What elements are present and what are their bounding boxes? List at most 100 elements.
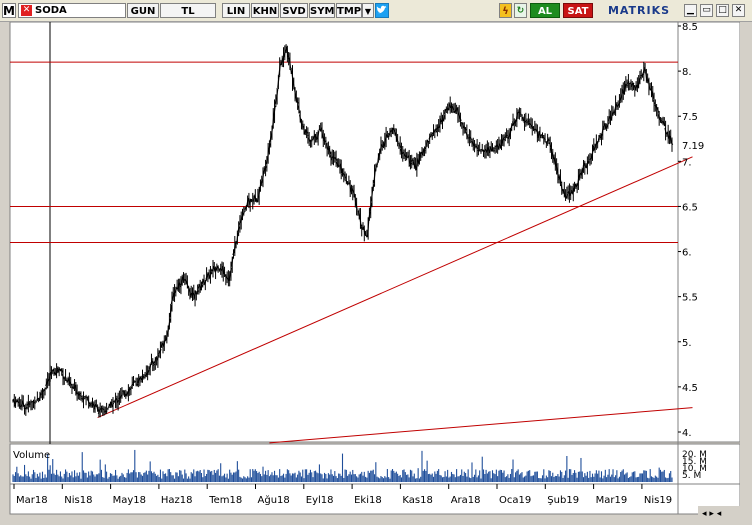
- candle-body: [453, 111, 454, 112]
- matriks-logo-icon: M: [2, 3, 16, 18]
- candle-body: [478, 150, 479, 151]
- y-tick-label: 5.5: [682, 293, 698, 304]
- sell-button[interactable]: SAT: [563, 3, 593, 18]
- candle-body: [544, 140, 545, 141]
- volume-tick-label: 5. M: [682, 471, 701, 481]
- y-tick-label: 4.5: [682, 383, 698, 394]
- candle-body: [528, 121, 529, 122]
- candle-body: [365, 235, 366, 236]
- candle-body: [319, 129, 320, 130]
- candle-body: [506, 135, 507, 136]
- candle-body: [559, 178, 560, 179]
- candle-body: [398, 143, 399, 144]
- svd-button[interactable]: SVD: [280, 3, 308, 18]
- candle-body: [96, 405, 97, 406]
- candle-body: [310, 141, 311, 142]
- sym-button[interactable]: SYM: [309, 3, 335, 18]
- x-tick-label: Ağu18: [258, 494, 290, 506]
- matriks-brand: MATRIKS: [600, 3, 678, 18]
- candle-body: [589, 159, 590, 160]
- linear-scale-button[interactable]: LIN: [222, 3, 250, 18]
- volume-label: Volume: [13, 450, 50, 461]
- candle-body: [242, 216, 243, 217]
- candle-body: [156, 358, 157, 359]
- candle-body: [252, 201, 253, 202]
- candle-body: [188, 287, 189, 288]
- candle-body: [35, 401, 36, 402]
- y-tick-label: 7.5: [682, 112, 698, 123]
- candle-body: [114, 401, 115, 402]
- x-tick-label: Mar18: [16, 495, 48, 506]
- x-tick-label: Haz18: [161, 495, 193, 506]
- candle-body: [29, 404, 30, 405]
- y-tick-label: 6.5: [682, 202, 698, 213]
- candle-body: [123, 391, 124, 392]
- candle-body: [430, 134, 431, 135]
- buy-button[interactable]: AL: [530, 3, 560, 18]
- candle-body: [27, 408, 28, 409]
- x-tick-label: Eyl18: [306, 495, 334, 506]
- candle-body: [311, 141, 312, 142]
- candle-body: [33, 401, 34, 402]
- candle-body: [600, 135, 601, 136]
- symbol-input[interactable]: ✕ SODA: [18, 3, 126, 18]
- candle-body: [633, 83, 634, 84]
- candle-body: [480, 151, 481, 152]
- period-button[interactable]: GUN: [127, 3, 159, 18]
- clear-icon[interactable]: ✕: [21, 5, 32, 16]
- toolbar: M ✕ SODA GUN TL LIN KHN SVD SYM TMP ▼ ϟ …: [0, 0, 752, 22]
- candle-body: [535, 129, 536, 130]
- x-tick-label: Şub19: [547, 495, 579, 506]
- candle-body: [307, 135, 308, 136]
- candle-body: [48, 379, 49, 380]
- candle-body: [541, 135, 542, 136]
- price-chart[interactable]: 8.58.7.57.6.56.5.55.4.54. 20. M15. M10. …: [8, 22, 744, 522]
- x-tick-label: May18: [113, 495, 146, 506]
- candle-body: [428, 141, 429, 142]
- candle-body: [137, 384, 138, 385]
- candle-body: [30, 402, 31, 403]
- close-icon[interactable]: ✕: [732, 4, 745, 17]
- y-tick-label: 5.: [682, 338, 692, 349]
- candle-body: [82, 398, 83, 399]
- template-dropdown-chevron-icon[interactable]: ▼: [362, 3, 374, 18]
- candle-body: [107, 408, 108, 409]
- vertical-scrollbar[interactable]: [740, 22, 744, 514]
- candle-body: [527, 122, 528, 123]
- candle-body: [325, 141, 326, 142]
- candle-body: [464, 127, 465, 128]
- y-tick-label: 4.: [682, 428, 692, 439]
- khn-button[interactable]: KHN: [251, 3, 279, 18]
- currency-button[interactable]: TL: [160, 3, 216, 18]
- symbol-text: SODA: [35, 4, 67, 17]
- candle-body: [662, 123, 663, 124]
- candle-body: [251, 200, 252, 201]
- candle-body: [494, 148, 495, 149]
- template-button[interactable]: TMP: [336, 3, 362, 18]
- y-tick-label: 8.: [682, 67, 692, 78]
- candle-body: [342, 174, 343, 175]
- x-tick-label: Eki18: [354, 495, 382, 506]
- x-tick-label: Tem18: [208, 495, 242, 506]
- x-tick-label: Kas18: [402, 495, 432, 506]
- candle-body: [534, 129, 535, 130]
- minimize-icon[interactable]: ▁: [684, 4, 697, 17]
- lightning-icon[interactable]: ϟ: [499, 3, 512, 18]
- x-tick-label: Nis18: [64, 495, 92, 506]
- y-tick-label: 6.: [682, 248, 692, 259]
- zoom-dots-icon[interactable]: ◂ ▸ ◂: [702, 509, 722, 519]
- candle-body: [338, 166, 339, 167]
- y-tick-label: 7.: [682, 157, 692, 168]
- candle-body: [519, 112, 520, 113]
- refresh-icon[interactable]: ↻: [514, 3, 527, 18]
- last-price-label: 7.19: [682, 141, 704, 152]
- candle-body: [133, 382, 134, 383]
- candle-body: [627, 85, 628, 86]
- twitter-icon[interactable]: [375, 3, 389, 18]
- restore-icon[interactable]: ▭: [700, 4, 713, 17]
- x-tick-label: Oca19: [499, 495, 531, 506]
- x-tick-label: Mar19: [596, 495, 628, 506]
- candle-body: [424, 150, 425, 151]
- maximize-icon[interactable]: □: [716, 4, 729, 17]
